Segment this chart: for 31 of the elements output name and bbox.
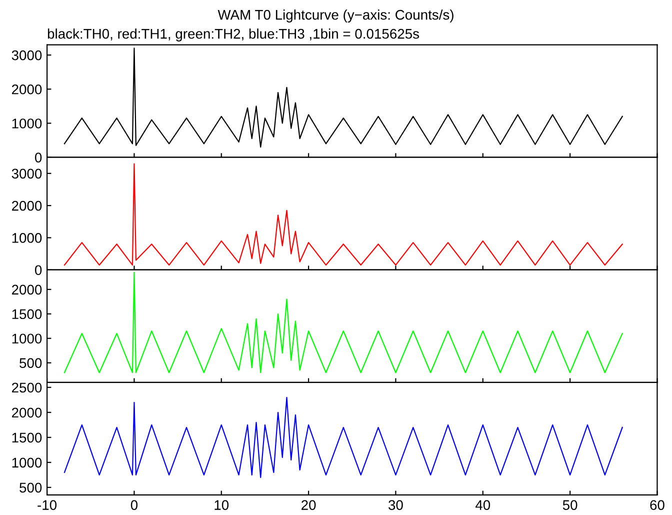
chart-title: WAM T0 Lightcurve (y−axis: Counts/s) <box>218 10 454 22</box>
y-tick-label: 3000 <box>12 168 42 179</box>
y-tick-label: 1000 <box>12 458 42 468</box>
y-tick-label: 0 <box>35 265 42 276</box>
y-tick-label: 1000 <box>12 334 42 344</box>
x-tick-label: 40 <box>475 500 490 510</box>
y-tick-label: 2000 <box>12 408 42 418</box>
x-tick-label: -10 <box>38 500 57 510</box>
y-tick-label: 3000 <box>12 50 42 60</box>
y-tick-label: 1500 <box>12 432 42 443</box>
x-tick-label: 60 <box>650 500 664 510</box>
x-tick-label: 30 <box>388 500 403 510</box>
x-tick-label: 20 <box>302 500 316 510</box>
y-tick-label: 2000 <box>12 200 42 211</box>
line-series <box>64 396 623 478</box>
y-tick-label: 500 <box>20 358 42 368</box>
x-tick-label: 10 <box>214 500 229 510</box>
chart-subtitle: black:TH0, red:TH1, green:TH2, blue:TH3 ,1bin = 0.015625s <box>48 28 420 42</box>
y-tick-label: 1000 <box>12 233 42 243</box>
y-tick-label: 1000 <box>12 118 42 128</box>
line-series <box>64 163 623 266</box>
y-tick-label: 1500 <box>12 309 42 320</box>
x-tick-label: 0 <box>130 500 138 510</box>
y-tick-label: 0 <box>35 152 42 162</box>
line-series <box>64 48 623 148</box>
y-tick-label: 500 <box>20 482 42 493</box>
y-tick-label: 2000 <box>12 84 42 94</box>
y-tick-label: 2500 <box>12 382 42 393</box>
line-series <box>64 272 623 374</box>
x-tick-label: 50 <box>562 500 578 510</box>
y-tick-label: 2000 <box>12 284 42 295</box>
